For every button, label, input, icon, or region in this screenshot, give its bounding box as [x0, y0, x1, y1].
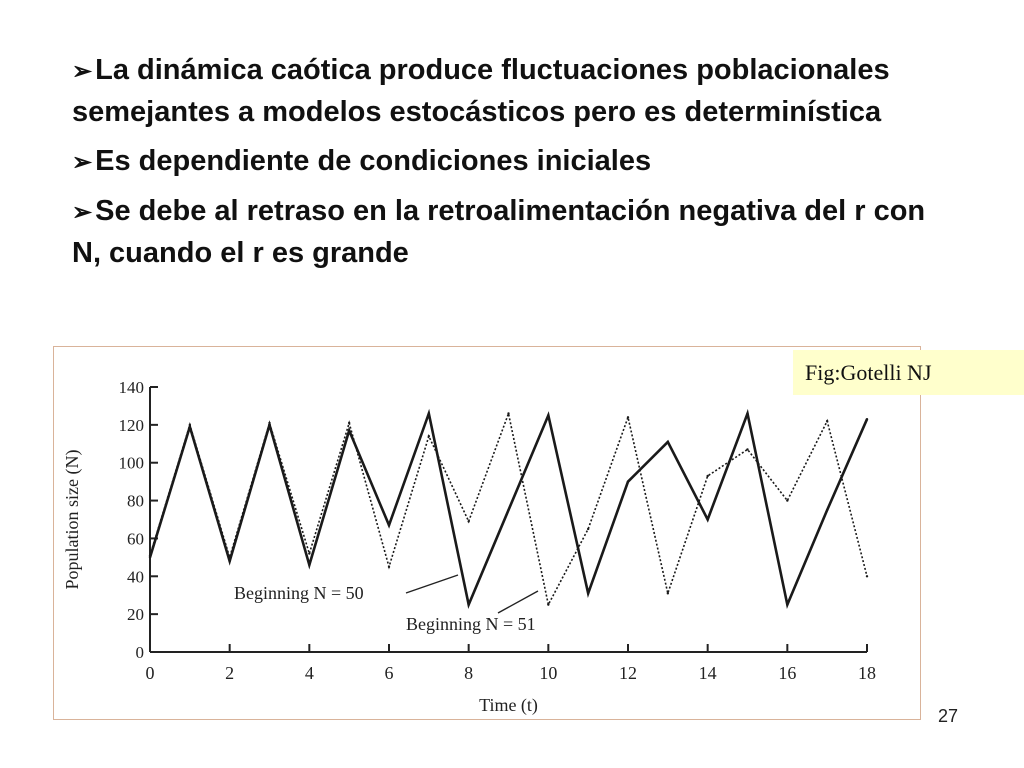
y-tick-label: 60 — [127, 529, 144, 548]
data-point — [746, 448, 749, 451]
data-point — [347, 429, 351, 432]
data-point — [188, 423, 192, 427]
data-point — [825, 419, 829, 423]
data-point — [427, 435, 431, 438]
data-point — [865, 575, 869, 578]
data-point — [626, 416, 630, 419]
x-axis-label: Time (t) — [479, 695, 538, 716]
annotation-leader — [497, 590, 539, 614]
y-axis-label: Population size (N) — [62, 450, 83, 590]
data-point — [586, 527, 590, 531]
data-point — [427, 412, 431, 415]
arrow-bullet-icon: ➢ — [72, 58, 93, 85]
bullet-item: ➢ Es dependiente de condiciones iniciales — [72, 141, 952, 183]
x-tick-label: 10 — [539, 663, 557, 683]
data-point — [308, 552, 311, 555]
data-point — [825, 508, 829, 512]
x-tick-label: 12 — [619, 663, 637, 683]
annotation-leader — [405, 574, 459, 594]
data-point — [865, 417, 869, 421]
x-tick-label: 0 — [146, 663, 155, 683]
y-tick-label: 140 — [119, 378, 145, 397]
y-tick-label: 100 — [119, 454, 145, 473]
chart-figure: 0 20 40 60 80 100 120 140 0 2 4 6 8 10 12 14 16 18 Time (t… — [53, 346, 921, 720]
bullet-item: ➢ Se debe al retraso en la retroalimentac… — [72, 191, 952, 274]
x-tick-label: 4 — [305, 663, 314, 683]
data-point — [507, 412, 510, 415]
x-tick-label: 18 — [858, 663, 876, 683]
data-point — [467, 520, 470, 523]
y-tick-label: 120 — [119, 416, 145, 435]
y-tick-label: 20 — [127, 605, 144, 624]
x-tick-label: 2 — [225, 663, 234, 683]
data-point — [228, 559, 231, 563]
y-tick-label: 40 — [127, 567, 144, 586]
data-point — [547, 603, 550, 606]
data-point — [387, 565, 391, 569]
arrow-bullet-icon: ➢ — [72, 149, 93, 176]
data-point — [666, 440, 670, 444]
bullet-item: ➢ La dinámica caótica produce fluctuacion… — [72, 50, 952, 133]
x-tick-label: 8 — [464, 663, 473, 683]
y-tick-label: 0 — [136, 643, 145, 662]
bullet-list: ➢ La dinámica caótica produce fluctuacion… — [72, 50, 952, 282]
annotation-label: Beginning N = 51 — [406, 614, 536, 634]
data-point — [786, 499, 789, 502]
data-point — [706, 518, 709, 521]
bullet-text: Se debe al retraso en la retroalimentaci… — [72, 195, 926, 269]
page-number: 27 — [938, 706, 959, 726]
data-point — [308, 563, 311, 567]
chart-svg: 0 20 40 60 80 100 120 140 0 2 4 6 8 10 12 14 16 18 Time (t… — [62, 378, 876, 716]
y-tick-label: 80 — [127, 492, 144, 511]
x-tick-label: 16 — [778, 663, 796, 683]
data-point — [586, 592, 590, 595]
data-point — [268, 421, 271, 425]
data-point — [786, 603, 789, 606]
data-point — [228, 556, 231, 559]
annotation-label: Beginning N = 50 — [234, 583, 364, 603]
data-point — [347, 421, 351, 425]
data-point — [547, 414, 550, 417]
data-point — [467, 603, 470, 606]
x-tick-label: 14 — [699, 663, 717, 683]
data-point — [626, 480, 630, 483]
bullet-text: Es dependiente de condiciones iniciales — [95, 145, 652, 177]
data-point — [706, 474, 709, 478]
figure-credit: Fig:Gotelli NJ — [793, 350, 1024, 395]
data-point — [148, 554, 152, 557]
data-point — [746, 412, 749, 415]
data-point — [507, 508, 510, 512]
x-tick-label: 6 — [385, 663, 394, 683]
data-point — [387, 523, 391, 527]
arrow-bullet-icon: ➢ — [72, 199, 93, 226]
bullet-text: La dinámica caótica produce fluctuacione… — [72, 54, 890, 128]
data-point — [148, 556, 152, 559]
data-point — [666, 592, 670, 595]
